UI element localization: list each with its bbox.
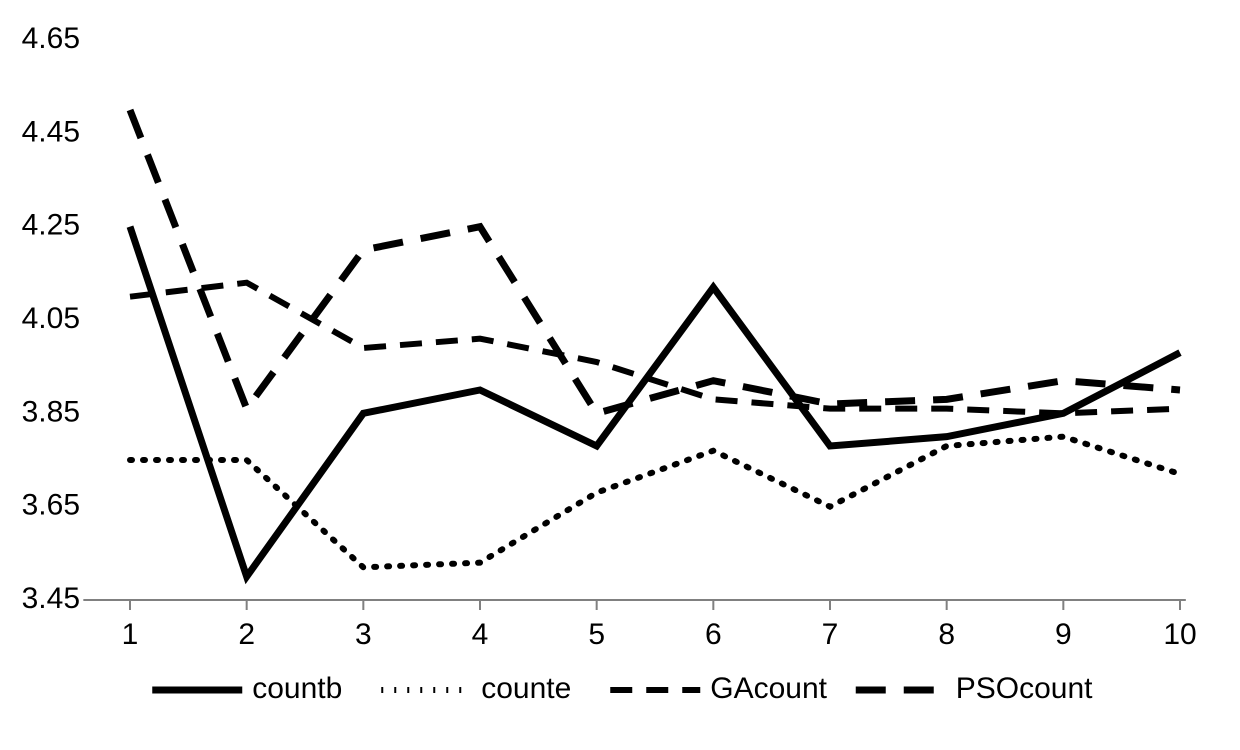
y-tick-label: 4.45 (22, 115, 80, 148)
x-tick-label: 10 (1163, 618, 1196, 651)
y-tick-label: 3.45 (22, 582, 80, 615)
legend-label-PSOcount: PSOcount (956, 672, 1093, 705)
legend-label-countb: countb (252, 672, 342, 705)
chart-svg: 3.45 3.65 3.85 4.05 4.25 4.45 4.65 1 2 3 4 5 6 7 8 9 10 c… (0, 0, 1240, 750)
x-tick-label: 5 (588, 618, 605, 651)
x-tick-label: 9 (1055, 618, 1072, 651)
x-tick-label: 6 (705, 618, 722, 651)
y-tick-label: 4.05 (22, 302, 80, 335)
y-tick-label: 3.65 (22, 489, 80, 522)
y-tick-label: 3.85 (22, 395, 80, 428)
line-chart: 3.45 3.65 3.85 4.05 4.25 4.45 4.65 1 2 3 4 5 6 7 8 9 10 c… (0, 0, 1240, 750)
legend-label-counte: counte (481, 672, 571, 705)
y-tick-label: 4.25 (22, 209, 80, 242)
x-tick-label: 7 (822, 618, 839, 651)
legend-label-GAcount: GAcount (710, 672, 827, 705)
x-tick-label: 2 (238, 618, 255, 651)
x-tick-label: 3 (355, 618, 372, 651)
x-tick-label: 8 (938, 618, 955, 651)
y-tick-label: 4.65 (22, 22, 80, 55)
x-tick-label: 4 (472, 618, 489, 651)
x-tick-label: 1 (122, 618, 139, 651)
